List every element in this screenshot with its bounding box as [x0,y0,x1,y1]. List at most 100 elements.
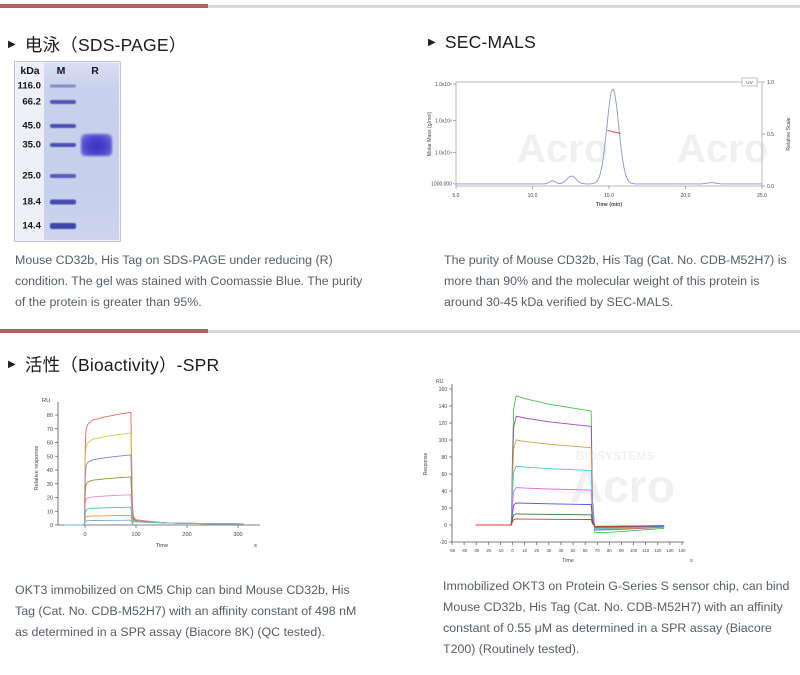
svg-text:15.0: 15.0 [604,193,614,199]
gel-marker-band [50,199,76,205]
svg-text:UV: UV [746,80,753,85]
svg-text:100: 100 [131,532,140,538]
svg-text:1000.000: 1000.000 [431,182,452,188]
mid-divider [0,329,800,333]
svg-text:RU: RU [436,379,444,385]
svg-text:-20: -20 [485,548,492,553]
svg-text:BIOSYSTEMS: BIOSYSTEMS [576,449,655,463]
svg-text:1.0x10⁶: 1.0x10⁶ [435,82,452,88]
svg-text:100: 100 [630,548,638,553]
svg-text:20: 20 [47,496,53,502]
svg-text:0: 0 [444,523,447,529]
svg-text:-40: -40 [461,548,468,553]
section-header-spr[interactable]: ▶ 活性（Bioactivity）-SPR [8,352,219,377]
sds-page-gel-figure: kDa M R 116.0 66.2 45.0 35.0 25.0 18.4 14.4 [14,61,121,242]
svg-text:0: 0 [83,532,86,538]
gel-marker-band [50,142,76,147]
gel-sample-band [81,133,112,156]
svg-text:140: 140 [678,548,686,553]
svg-text:10: 10 [522,548,527,553]
divider-track [0,330,800,333]
svg-text:80: 80 [607,548,612,553]
top-divider [0,4,800,8]
triangle-bullet-icon: ▶ [428,36,436,48]
svg-text:300: 300 [233,532,242,538]
svg-text:1.0: 1.0 [767,80,774,86]
gel-marker-label: 35.0 [22,139,41,151]
svg-text:20: 20 [441,506,447,512]
svg-text:s: s [254,543,257,549]
svg-text:50: 50 [571,548,576,553]
svg-text:0.0: 0.0 [767,184,774,190]
svg-text:160: 160 [439,387,448,393]
sds-page-caption: Mouse CD32b, His Tag on SDS-PAGE under r… [15,253,363,310]
gel-lane-label-m: M [56,65,66,77]
svg-text:25.0: 25.0 [757,193,767,199]
section-header-sds-page[interactable]: ▶ 电泳（SDS-PAGE） [8,32,186,57]
svg-text:120: 120 [654,548,662,553]
svg-text:0: 0 [511,548,514,553]
svg-text:80: 80 [441,455,447,461]
svg-text:-10: -10 [497,548,504,553]
spr-left-caption: OKT3 immobilized on CM5 Chip can bind Mo… [15,583,357,640]
svg-text:90: 90 [619,548,624,553]
triangle-bullet-icon: ▶ [8,38,16,50]
svg-text:60: 60 [47,441,53,447]
svg-text:Relative response: Relative response [34,446,40,491]
svg-text:Time: Time [562,558,574,564]
svg-text:RU: RU [42,398,50,404]
svg-text:60: 60 [583,548,588,553]
svg-text:100: 100 [439,438,448,444]
svg-text:Time (min): Time (min) [596,202,622,208]
gel-unit-label: kDa [20,65,40,77]
gel-marker-band [50,173,76,178]
divider-accent [0,329,208,333]
svg-text:70: 70 [47,427,53,433]
svg-text:130: 130 [666,548,674,553]
gel-marker-band [50,222,76,229]
svg-text:70: 70 [595,548,600,553]
section-title-spr: 活性（Bioactivity）-SPR [24,355,220,375]
sec-mals-chart: Acro Acro 5.0 10.0 15.0 20.0 25.0 Time (min) 1.0… [427,77,792,208]
svg-text:Acro: Acro [570,460,675,512]
svg-text:-20: -20 [440,540,447,546]
gel-marker-label: 14.4 [22,220,41,232]
gel-marker-label: 25.0 [22,170,41,182]
svg-text:200: 200 [182,532,191,538]
svg-text:Molar Mass (g/mol): Molar Mass (g/mol) [427,112,433,157]
gel-marker-label: 116.0 [17,80,41,92]
svg-text:0: 0 [50,523,53,529]
svg-text:50: 50 [47,454,53,460]
spr-biacore-t200-chart: BIOSYSTEMSAcro-20020406080100120140160-5… [423,379,693,564]
svg-text:1.0x10⁴: 1.0x10⁴ [435,151,452,157]
section-title-sec-mals: SEC-MALS [444,32,536,52]
spr-right-caption: Immobilized OKT3 on Protein G-Series S s… [443,579,790,657]
sec-mals-caption: The purity of Mouse CD32b, His Tag (Cat.… [444,253,787,310]
svg-text:0.5: 0.5 [767,132,774,138]
section-title-sds-page: 电泳（SDS-PAGE） [24,35,187,55]
svg-text:-50: -50 [449,548,456,553]
svg-text:5.0: 5.0 [453,193,460,199]
gel-marker-label: 18.4 [22,196,41,208]
gel-marker-label: 45.0 [22,120,41,132]
svg-text:10.0: 10.0 [528,193,538,199]
gel-lane-label-r: R [91,65,99,77]
svg-text:40: 40 [559,548,564,553]
svg-text:20.0: 20.0 [681,193,691,199]
triangle-bullet-icon: ▶ [8,358,16,370]
gel-marker-band [50,100,76,105]
svg-text:Response: Response [423,453,429,476]
divider-track [0,5,800,8]
svg-text:110: 110 [642,548,649,553]
svg-text:60: 60 [441,472,447,478]
svg-text:40: 40 [47,468,53,474]
svg-text:30: 30 [47,482,53,488]
svg-text:s: s [690,558,693,564]
svg-text:40: 40 [441,489,447,495]
spr-biacore-8k-chart: 0 10 20 30 40 50 60 70 80 0 100 200 300 RU Relative re… [34,398,260,549]
svg-text:20: 20 [534,548,539,553]
svg-text:-30: -30 [473,548,480,553]
section-header-sec-mals[interactable]: ▶ SEC-MALS [428,32,536,53]
svg-text:1.0x10⁵: 1.0x10⁵ [435,118,452,124]
